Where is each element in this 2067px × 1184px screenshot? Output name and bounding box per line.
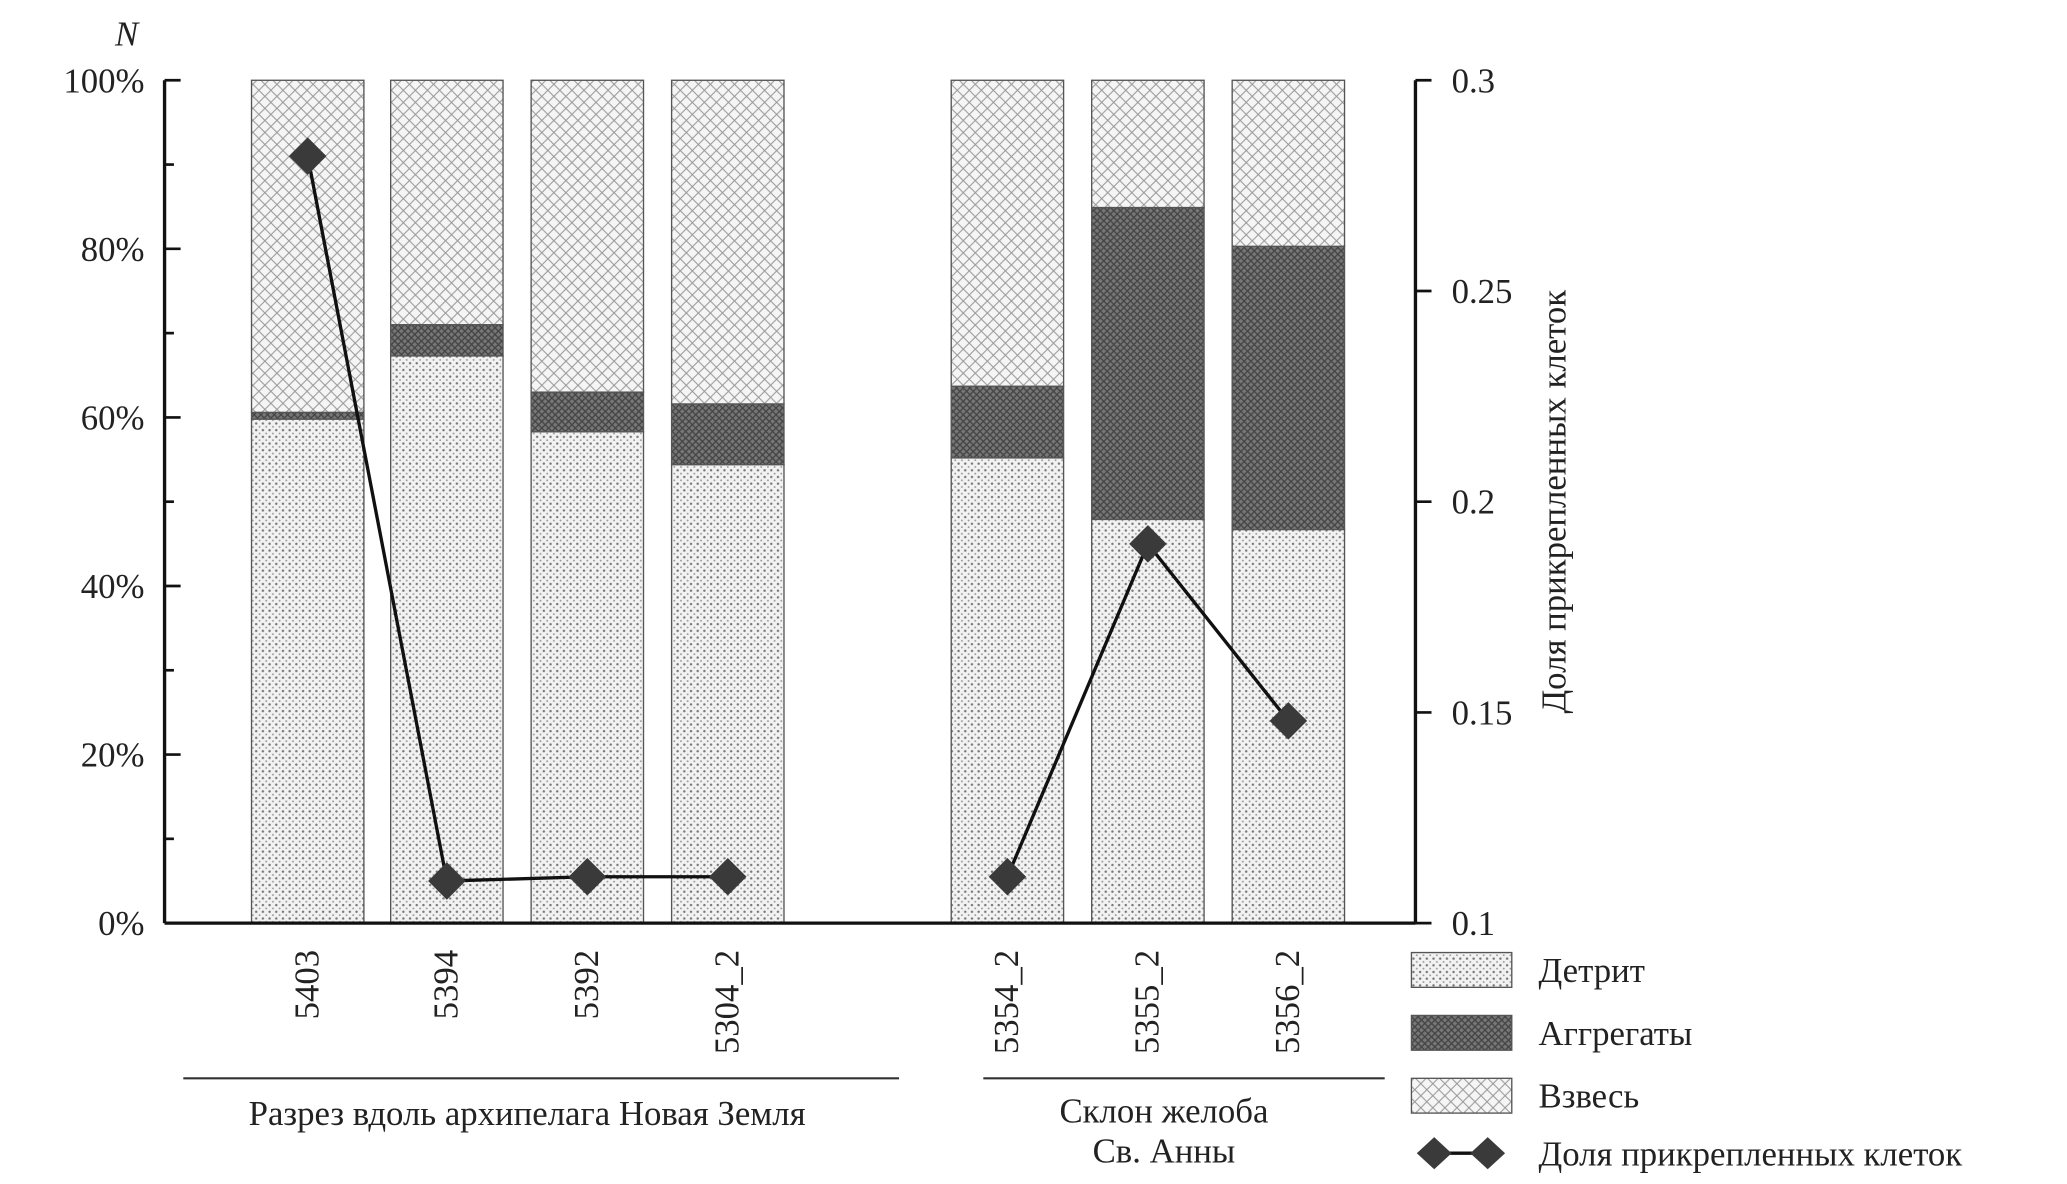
- bar-Взвесь-5304_2: [670, 79, 785, 405]
- left-tick-label: 40%: [81, 567, 145, 606]
- group-label: Склон желоба: [1059, 1091, 1268, 1130]
- bar-Аггрегаты-5354_2: [950, 385, 1065, 459]
- line-point-5356_2: [1269, 702, 1308, 740]
- right-tick-label: 0.25: [1452, 272, 1513, 311]
- bar-Аггрегаты-5403: [250, 411, 365, 420]
- left-tick-label: 0%: [98, 904, 144, 943]
- line-point-5394: [428, 862, 466, 900]
- line-point-5403: [288, 137, 327, 175]
- legend-swatch: [1410, 1014, 1513, 1051]
- x-tick-label: 5304_2: [708, 950, 747, 1054]
- x-tick-label: 5354_2: [987, 950, 1026, 1054]
- line-point-5304_2: [709, 858, 747, 896]
- right-axis-label: Доля прикрепленных клеток: [1534, 290, 1573, 714]
- legend-swatch: [1410, 1077, 1513, 1114]
- right-tick-label: 0.15: [1452, 693, 1513, 732]
- bar-Аггрегаты-5394: [389, 324, 504, 357]
- legend-diamond-icon: [1416, 1137, 1452, 1170]
- group-label: Разрез вдоль архипелага Новая Земля: [249, 1094, 806, 1133]
- bar-Взвесь-5392: [530, 79, 645, 393]
- left-tick-label: 100%: [63, 61, 144, 100]
- line-point-5392: [568, 858, 607, 896]
- legend-label: Детрит: [1539, 951, 1645, 990]
- left-tick-label: 20%: [81, 736, 145, 775]
- bar-Взвесь-5356_2: [1231, 79, 1346, 247]
- bar-Аггрегаты-5392: [530, 391, 645, 433]
- legend-diamond-icon: [1470, 1137, 1506, 1170]
- bar-Взвесь-5355_2: [1091, 79, 1205, 209]
- right-tick-label: 0.1: [1452, 904, 1495, 943]
- left-axis-label: N: [114, 14, 140, 53]
- bar-Детрит-5394: [389, 355, 504, 924]
- x-tick-label: 5392: [567, 950, 606, 1020]
- bar-Детрит-5355_2: [1091, 518, 1205, 924]
- x-tick-label: 5355_2: [1128, 950, 1167, 1054]
- bar-Аггрегаты-5355_2: [1091, 206, 1205, 521]
- legend-label: Взвесь: [1539, 1077, 1640, 1116]
- bar-Взвесь-5394: [389, 79, 504, 326]
- line-point-5355_2: [1129, 525, 1167, 563]
- legend-label: Доля прикрепленных клеток: [1539, 1134, 1963, 1173]
- line-point-5354_2: [988, 858, 1027, 896]
- bar-Детрит-5304_2: [670, 463, 785, 924]
- legend-swatch: [1410, 951, 1513, 989]
- x-tick-label: 5394: [427, 950, 466, 1020]
- x-tick-label: 5403: [287, 950, 326, 1020]
- line-segment: [306, 155, 728, 883]
- bar-Аггрегаты-5356_2: [1231, 245, 1346, 531]
- left-tick-label: 60%: [81, 398, 145, 437]
- right-tick-label: 0.2: [1452, 483, 1495, 522]
- x-tick-label: 5356_2: [1268, 950, 1307, 1054]
- bar-Детрит-5354_2: [950, 457, 1065, 924]
- bar-Детрит-5403: [250, 418, 365, 924]
- legend-label: Аггрегаты: [1539, 1014, 1693, 1053]
- bar-Детрит-5392: [530, 431, 645, 924]
- left-tick-label: 80%: [81, 230, 145, 269]
- bar-Взвесь-5354_2: [950, 79, 1065, 387]
- right-tick-label: 0.3: [1452, 61, 1495, 100]
- group-label: Св. Анны: [1093, 1132, 1236, 1171]
- bar-Аггрегаты-5304_2: [670, 403, 785, 466]
